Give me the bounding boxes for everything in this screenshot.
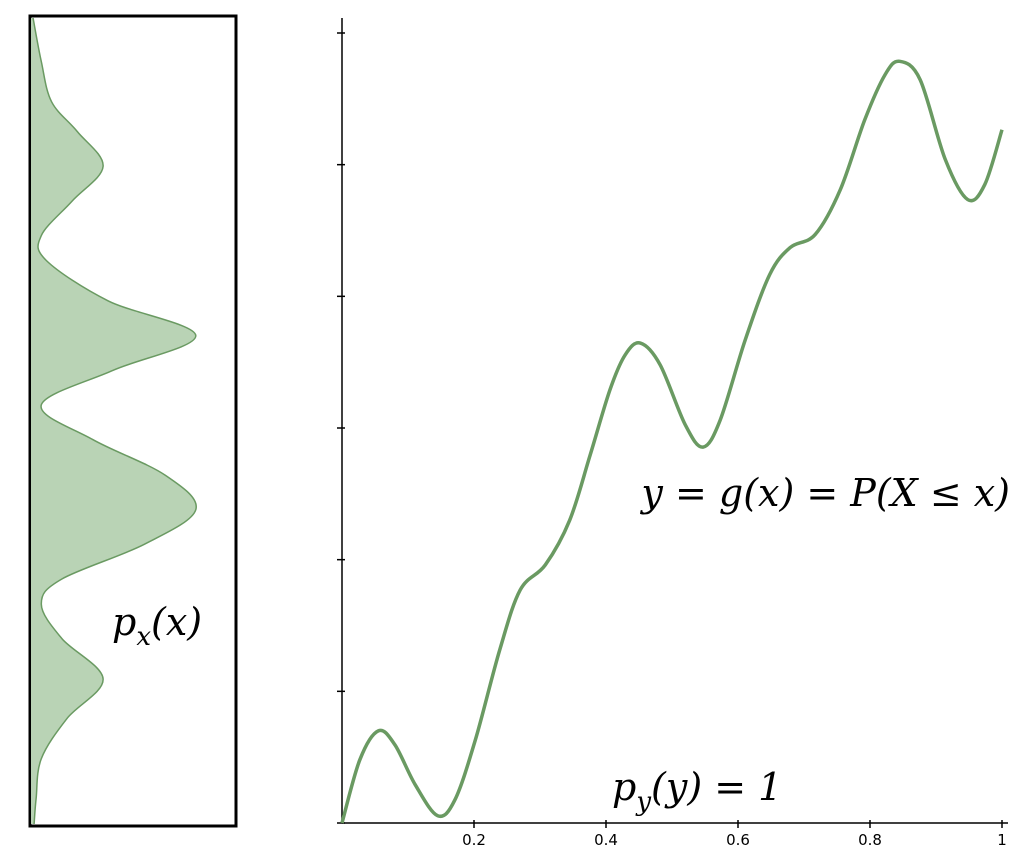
density-area <box>31 18 197 824</box>
x-tick-label: 0.4 <box>594 831 618 849</box>
x-tick-label: 0.8 <box>858 831 882 849</box>
annotation-text: p <box>112 600 136 644</box>
annotation-text: p <box>612 765 636 809</box>
annotation-text: y = g(x) = P(X ≤ x) <box>639 471 1010 515</box>
x-tick-label: 1 <box>997 831 1007 849</box>
annotation-text: (x) <box>151 600 202 644</box>
density-line <box>32 17 197 825</box>
x-tick-label: 0.6 <box>726 831 750 849</box>
annotation-text: (y) = 1 <box>651 765 782 809</box>
annotation: py(y) = 1 <box>612 765 782 817</box>
annotation-subscript: y <box>635 787 651 817</box>
density-panel <box>28 14 238 828</box>
cdf-line <box>340 59 1004 824</box>
annotation-subscript: x <box>136 622 151 652</box>
x-tick-label: 0.2 <box>462 831 486 849</box>
annotation: y = g(x) = P(X ≤ x) <box>639 471 1010 515</box>
annotation: px(x) <box>112 600 202 652</box>
